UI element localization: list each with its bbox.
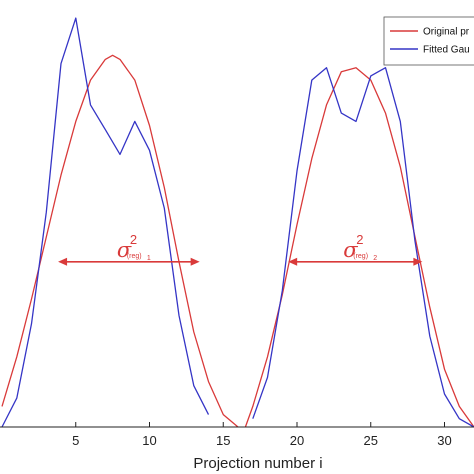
arrow-head-left (58, 257, 68, 266)
sigma-superscript: 2 (356, 232, 363, 247)
arrow-head-right (413, 257, 423, 266)
sigma-subscript: (reg) (353, 253, 368, 260)
series-line-1 (1, 54, 239, 428)
series-line-2 (1, 17, 210, 428)
annotation-layer: σ2(reg) 1 σ2(reg) 2 (58, 232, 423, 266)
sigma-symbol: σ (117, 238, 132, 262)
legend: Original pr Fitted Gau (383, 16, 474, 66)
sigma-index: 2 (373, 255, 377, 262)
x-axis: 5 10 15 20 25 30 (0, 422, 474, 448)
x-tick-label: 5 (72, 433, 79, 448)
sigma-symbol: σ (343, 238, 358, 262)
x-tick-label: 15 (216, 433, 230, 448)
x-tick-label: 30 (437, 433, 451, 448)
legend-label-1: Original pr (423, 27, 470, 38)
sigma-annotation-1: σ2 (reg) 1 (58, 232, 200, 266)
series-line-3 (244, 67, 474, 428)
x-axis-title: Projection number i (193, 455, 322, 472)
x-tick-label: 10 (142, 433, 156, 448)
x-tick-label: 20 (290, 433, 304, 448)
sigma-index: 1 (147, 255, 151, 262)
arrow-head-right (190, 257, 200, 266)
legend-label-2: Fitted Gau (423, 45, 470, 56)
x-tick-label: 25 (364, 433, 378, 448)
legend-box (383, 16, 474, 66)
series-layer (1, 17, 474, 428)
sigma-superscript: 2 (130, 232, 137, 247)
sigma-subscript: (reg) (127, 253, 142, 260)
series-line-4 (252, 67, 474, 428)
arrow-head-left (288, 257, 298, 266)
sigma-annotation-2: σ2(reg) 2 (288, 232, 423, 266)
